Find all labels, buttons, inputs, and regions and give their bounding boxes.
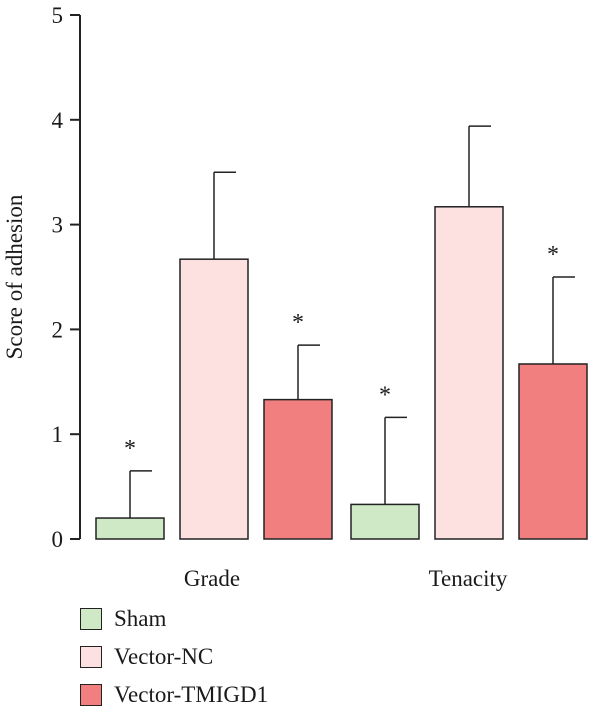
legend-item-sham: Sham bbox=[80, 600, 268, 638]
y-tick-label-0: 0 bbox=[52, 527, 64, 552]
x-axis-labels: Grade Tenacity bbox=[184, 566, 508, 591]
bar-tenacity-vector-tmigd1 bbox=[518, 363, 588, 540]
y-tick-label-3: 3 bbox=[52, 213, 64, 238]
bars-group: * * * * bbox=[95, 125, 588, 540]
y-axis: 0 1 2 3 4 5 bbox=[52, 3, 81, 552]
significance-star-tenacity-vector-tmigd1: * bbox=[547, 242, 559, 268]
bar-grade-vector-nc bbox=[179, 258, 249, 540]
y-tick-label-4: 4 bbox=[52, 108, 64, 133]
legend-swatch-sham bbox=[80, 608, 102, 630]
bar-grade-vector-tmigd1 bbox=[263, 398, 333, 540]
legend-item-vector-nc: Vector-NC bbox=[80, 638, 268, 676]
legend-item-vector-tmigd1: Vector-TMIGD1 bbox=[80, 676, 268, 714]
legend-label-sham: Sham bbox=[114, 606, 167, 631]
significance-star-tenacity-sham: * bbox=[379, 382, 391, 408]
bar-tenacity-vector-nc bbox=[434, 206, 504, 540]
legend-label-vector-tmigd1: Vector-TMIGD1 bbox=[114, 682, 269, 707]
x-category-label-grade: Grade bbox=[184, 566, 240, 591]
y-axis-title: Score of adhesion bbox=[2, 194, 27, 359]
legend: Sham Vector-NC Vector-TMIGD1 bbox=[80, 600, 268, 714]
legend-label-vector-nc: Vector-NC bbox=[114, 644, 214, 669]
y-tick-label-2: 2 bbox=[52, 317, 64, 342]
y-tick-label-1: 1 bbox=[52, 422, 64, 447]
x-category-label-tenacity: Tenacity bbox=[429, 566, 508, 591]
significance-star-grade-vector-tmigd1: * bbox=[292, 310, 304, 336]
significance-star-grade-sham: * bbox=[124, 436, 136, 462]
bar-grade-sham bbox=[95, 517, 165, 540]
y-tick-label-5: 5 bbox=[52, 3, 64, 28]
bar-tenacity-sham bbox=[350, 503, 420, 540]
legend-swatch-vector-nc bbox=[80, 646, 102, 668]
legend-swatch-vector-tmigd1 bbox=[80, 684, 102, 706]
